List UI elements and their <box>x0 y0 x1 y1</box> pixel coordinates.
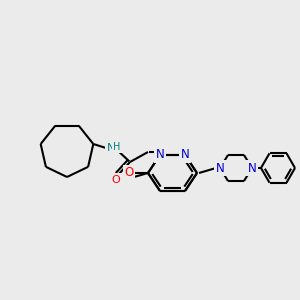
Text: O: O <box>124 167 134 179</box>
Text: N: N <box>156 148 164 161</box>
Text: N: N <box>216 161 224 175</box>
Text: H: H <box>113 142 121 152</box>
Text: N: N <box>181 148 189 161</box>
Text: N: N <box>248 161 256 175</box>
Text: N: N <box>107 143 115 153</box>
Text: O: O <box>112 175 120 185</box>
